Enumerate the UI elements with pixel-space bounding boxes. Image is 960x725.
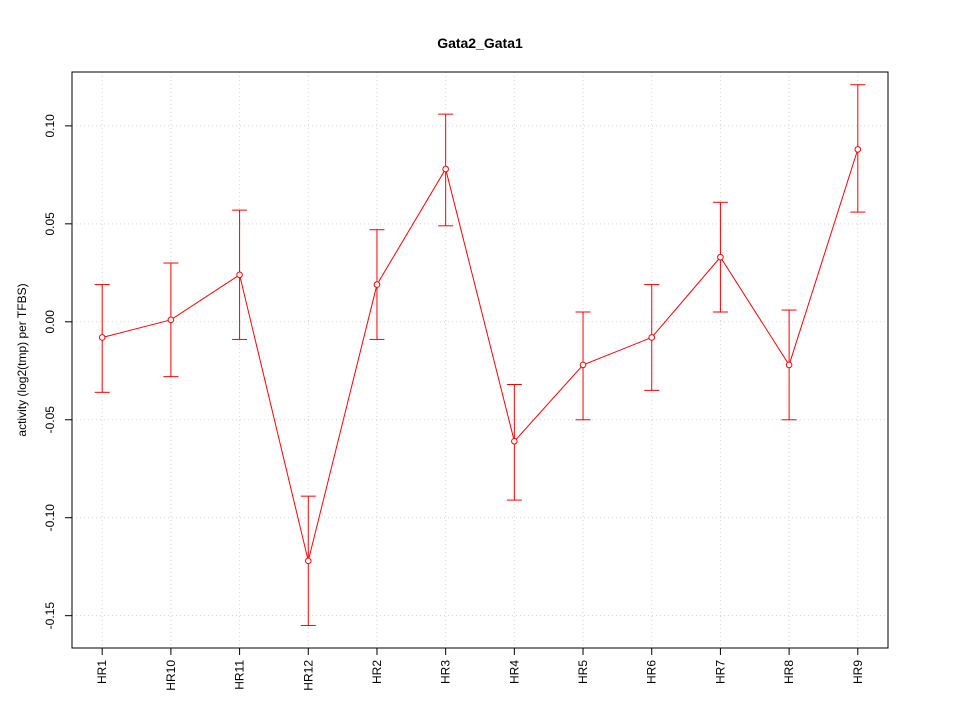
x-tick-label: HR9 (851, 660, 865, 684)
data-point (442, 165, 449, 173)
data-point (373, 281, 381, 288)
series-line (102, 149, 859, 561)
data-point (648, 334, 656, 341)
y-tick-label: 0.05 (43, 212, 57, 236)
plot-frame (71, 71, 889, 649)
y-tick-label: 0.00 (43, 310, 57, 334)
error-bars (94, 84, 866, 626)
x-axis: HR1 HR10 HR11 HR12 HR2 HR3 HR4 HR5 HR6 HR7 HR8 HR9 (95, 647, 865, 691)
x-tick-label: HR11 (233, 660, 247, 690)
x-tick-label: HR8 (782, 660, 796, 684)
data-point (717, 253, 724, 261)
data-point (511, 438, 518, 445)
x-tick-label: HR4 (507, 660, 521, 684)
data-point (167, 316, 175, 324)
x-tick-label: HR2 (370, 660, 384, 684)
data-point (98, 334, 106, 341)
series-polyline (102, 149, 859, 561)
data-point (579, 361, 587, 369)
data-point (854, 146, 862, 153)
x-tick-label: HR3 (439, 660, 453, 684)
y-axis: -0.15 -0.10 -0.05 0.00 0.05 0.10 (43, 114, 73, 630)
x-tick-label: HR7 (713, 660, 727, 684)
x-tick-label: HR1 (95, 660, 109, 684)
chart-title: Gata2_Gata1 (437, 35, 523, 51)
data-points (98, 146, 862, 565)
x-tick-label: HR12 (301, 660, 315, 691)
y-tick-label: -0.15 (43, 602, 57, 630)
data-point (304, 557, 312, 565)
y-tick-label: 0.10 (43, 114, 57, 138)
y-tick-label: -0.05 (43, 406, 57, 434)
data-point (236, 271, 243, 279)
x-tick-label: HR10 (164, 660, 178, 691)
x-tick-label: HR5 (576, 660, 590, 684)
x-tick-label: HR6 (645, 660, 659, 684)
grid (72, 72, 888, 648)
data-point (785, 361, 793, 369)
y-tick-label: -0.10 (43, 504, 57, 532)
y-axis-title: activity (log2(tmp) per TFBS) (15, 283, 29, 436)
